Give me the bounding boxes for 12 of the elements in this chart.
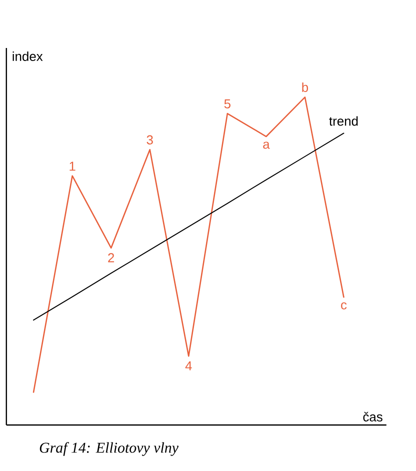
series-label: trend bbox=[329, 116, 358, 126]
text: Graf 14: Elliotovy vlny bbox=[40, 442, 179, 456]
annotation: 2 bbox=[108, 253, 114, 262]
annotation: 5 bbox=[224, 99, 231, 108]
annotation: 1 bbox=[70, 162, 76, 171]
annotation: a bbox=[263, 142, 270, 149]
annotation: b bbox=[302, 82, 308, 92]
x-axis-title: čas bbox=[363, 412, 383, 422]
annotation: 3 bbox=[146, 135, 154, 144]
annotation: 4 bbox=[186, 361, 192, 370]
y-axis-title: index bbox=[13, 52, 43, 62]
annotation: c bbox=[341, 302, 347, 310]
